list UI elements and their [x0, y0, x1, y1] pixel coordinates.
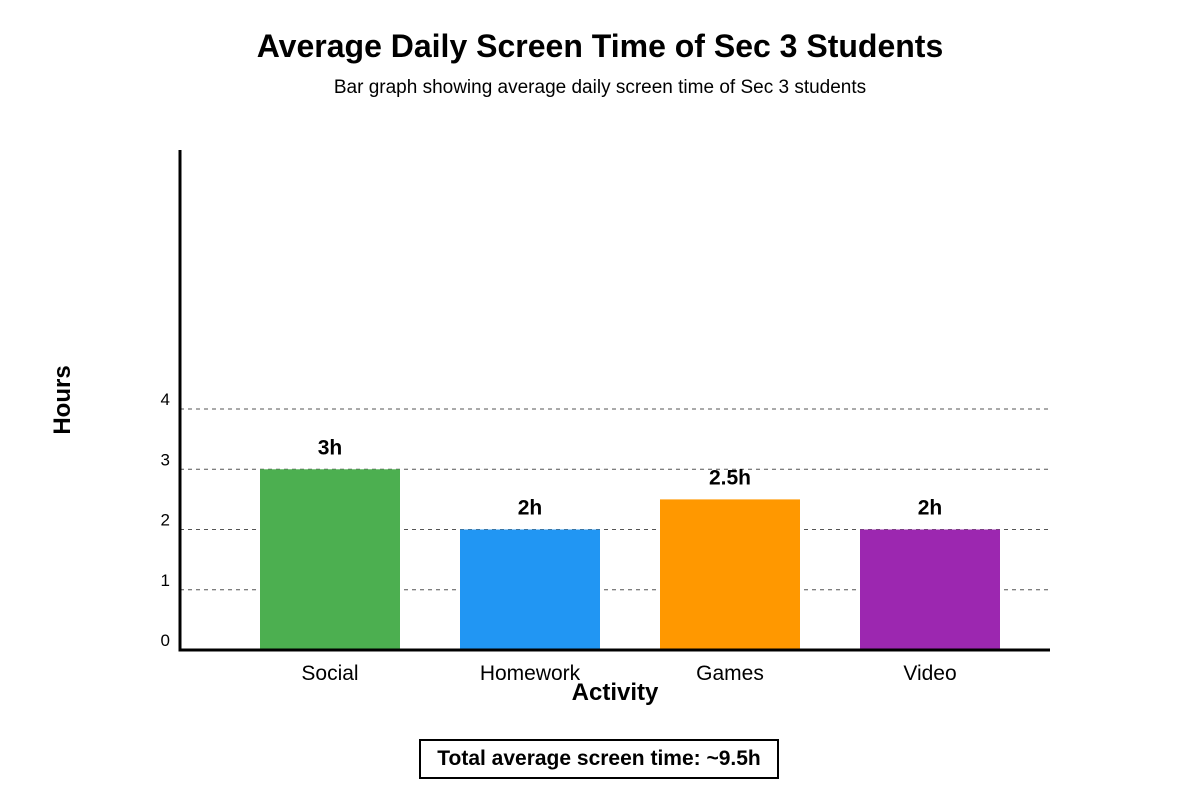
- data-label: 2h: [918, 497, 943, 520]
- total-screen-time-label: Total average screen time: ~9.5h: [437, 747, 761, 770]
- category-labels: Social Homework Games Video: [301, 662, 956, 685]
- data-label: 2.5h: [709, 466, 751, 489]
- category-label: Games: [696, 662, 764, 685]
- total-screen-time-box: Total average screen time: ~9.5h: [419, 739, 779, 779]
- bar-video: [860, 529, 1000, 650]
- bar-social: [260, 469, 400, 650]
- data-labels: 3h 2h 2.5h 2h: [318, 436, 943, 519]
- y-tick-label: 3: [161, 450, 170, 469]
- y-tick-label: 1: [161, 571, 170, 590]
- y-tick-label: 4: [161, 390, 170, 409]
- bars: [260, 469, 1000, 650]
- axes: [178, 150, 1050, 652]
- category-label: Social: [301, 662, 358, 685]
- y-tick-labels: 0 1 2 3 4: [161, 390, 170, 650]
- data-label: 3h: [318, 436, 343, 459]
- y-axis-label: Hours: [49, 365, 76, 434]
- y-tick-label: 0: [161, 631, 170, 650]
- bar-homework: [460, 529, 600, 650]
- data-label: 2h: [518, 497, 543, 520]
- chart-title: Average Daily Screen Time of Sec 3 Stude…: [256, 28, 944, 64]
- category-label: Homework: [480, 662, 581, 685]
- bar-games: [660, 499, 800, 650]
- category-label: Video: [903, 662, 956, 685]
- chart-subtitle: Bar graph showing average daily screen t…: [333, 77, 867, 98]
- x-axis-label: Activity: [572, 679, 659, 706]
- y-tick-label: 2: [161, 511, 170, 530]
